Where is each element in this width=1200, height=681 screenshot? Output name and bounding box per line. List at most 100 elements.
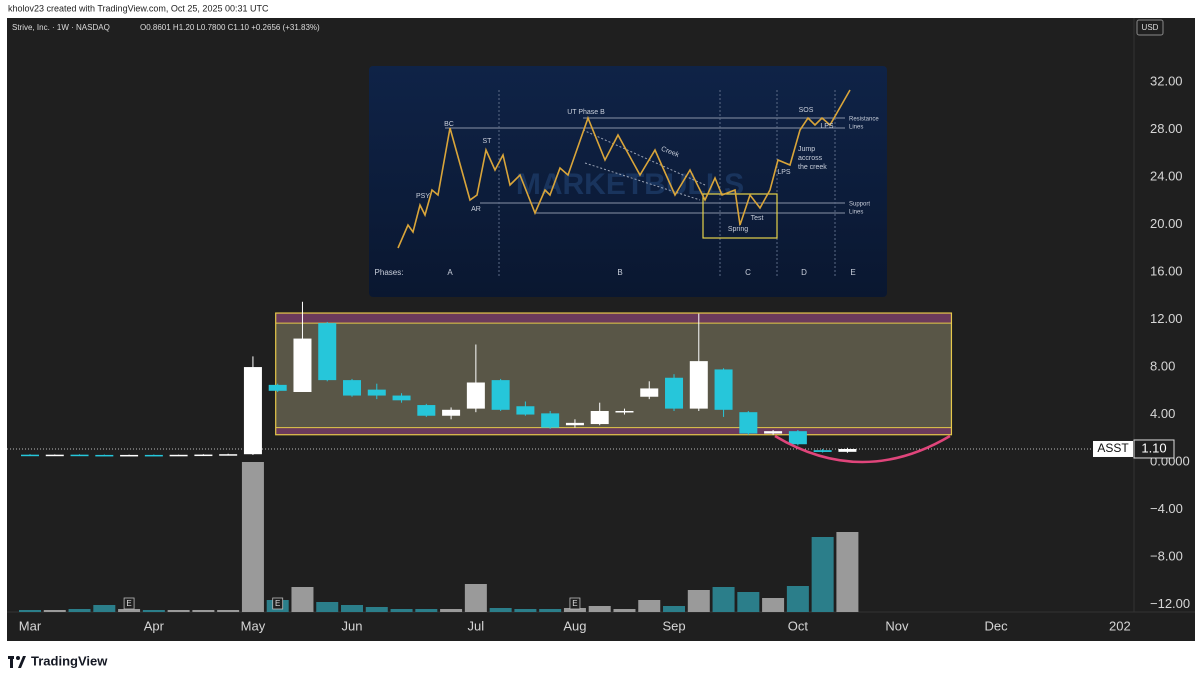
volume-bar: [687, 590, 710, 612]
candle-body: [491, 380, 510, 410]
volume-bar: [43, 610, 66, 612]
x-tick-label: May: [241, 618, 266, 633]
currency-box[interactable]: [1136, 19, 1164, 36]
volume-bar: [390, 609, 413, 612]
volume-bar: [762, 598, 785, 612]
range-band-top: [275, 313, 952, 324]
volume-bar: [118, 609, 141, 612]
wyckoff-inset: MARKETBULLS PSY BC AR ST UT Phase B Cree…: [369, 66, 887, 297]
x-tick-label: Mar: [19, 618, 42, 633]
earnings-box: [569, 597, 581, 610]
volume-bar: [811, 537, 834, 612]
volume-bar: [663, 606, 686, 612]
volume-bar: [836, 532, 859, 612]
price-label: 1.10: [1141, 440, 1166, 455]
volume-bar: [737, 592, 760, 612]
inset-label: LPS: [820, 123, 834, 130]
level-lines: [445, 117, 845, 214]
inset-label: AR: [471, 206, 481, 213]
logo-part: [18, 656, 26, 668]
y-tick-label: 24.00: [1150, 169, 1183, 184]
earnings-box: [123, 597, 135, 610]
inset-label: BC: [444, 121, 454, 128]
candle-body: [466, 382, 485, 409]
x-tick-label: Nov: [885, 618, 909, 633]
candle-body: [367, 389, 386, 396]
volume-bar: [142, 610, 165, 612]
candle-body: [590, 410, 609, 425]
volume-bar: [539, 609, 562, 612]
inset-label: Jump: [798, 146, 815, 153]
volume-bar: [68, 609, 91, 612]
volume-bar: [93, 605, 116, 612]
volume-bar: [638, 600, 661, 612]
volume-bar: [192, 610, 215, 612]
volume-bar: [464, 584, 487, 612]
ohlc-legend: O0.8601 H1.20 L0.7800 C1.10 +0.2656 (+31…: [140, 23, 320, 32]
footer: TradingView: [8, 653, 108, 668]
candle-body: [764, 431, 783, 434]
candle-body: [293, 338, 312, 392]
inset-label: PSY: [416, 193, 430, 200]
inset-label: UT Phase B: [567, 109, 605, 116]
candle-body: [565, 422, 584, 426]
candle-body: [120, 454, 139, 457]
candle-body: [739, 412, 758, 434]
symbol-title: Strive, Inc. · 1W · NASDAQ: [12, 23, 110, 32]
candle-body: [318, 323, 337, 381]
rounding-arc: [774, 434, 951, 464]
earnings-marker: E: [275, 599, 280, 608]
x-tick-label: Apr: [144, 618, 165, 633]
volume-bar: [440, 609, 463, 612]
x-tick-label: Sep: [662, 618, 685, 633]
candle-body: [640, 388, 659, 397]
earnings-marker: E: [572, 599, 577, 608]
creek-line: [584, 162, 701, 201]
inset-label: Spring: [728, 226, 748, 233]
volume-bar: [291, 587, 314, 612]
candle-body: [243, 367, 262, 455]
candle-body: [541, 413, 560, 428]
inset-label: A: [447, 268, 453, 277]
range-band-bottom: [275, 427, 952, 435]
candle-body: [813, 450, 832, 452]
y-tick-label: 32.00: [1150, 74, 1183, 89]
inset-label: Resistance: [849, 117, 879, 123]
candle-body: [144, 454, 163, 457]
inset-label: Lines: [849, 210, 863, 216]
volume-bar: [415, 609, 438, 612]
inset-label: C: [745, 268, 751, 277]
candle-body: [343, 380, 362, 396]
y-tick-label: 16.00: [1150, 264, 1183, 279]
candle-body: [45, 454, 64, 457]
range-box-border: [275, 312, 953, 436]
x-tick-label: Aug: [563, 618, 586, 633]
candle-body: [665, 377, 684, 409]
inset-label: ST: [483, 138, 493, 145]
volume-bar: [167, 610, 190, 612]
x-tick-label: 202: [1109, 618, 1131, 633]
candle-body: [95, 454, 114, 457]
volume-bar: [365, 607, 388, 612]
credit: kholov23 created with TradingView.com, O…: [8, 3, 269, 13]
inset-label: the creek: [798, 164, 827, 171]
x-tick-label: Oct: [788, 618, 809, 633]
y-tick-label: 20.00: [1150, 216, 1183, 231]
inset-label: E: [850, 268, 855, 277]
volume-bar: [241, 462, 264, 612]
y-tick-label: 4.00: [1150, 406, 1175, 421]
inset-label: Phases:: [375, 268, 404, 277]
candle-body: [516, 406, 535, 415]
candle-body: [169, 454, 188, 457]
volume-bar: [786, 586, 809, 612]
volume-bar: [613, 609, 636, 612]
inset-label: LPS: [777, 169, 791, 176]
symbol-box: [1093, 440, 1133, 457]
volume-bar: [316, 602, 339, 612]
y-tick-label: −4.00: [1150, 501, 1183, 516]
candle-body: [268, 384, 287, 391]
phase-dividers: [498, 90, 836, 278]
candle-body: [70, 454, 89, 457]
candle-body: [219, 454, 238, 456]
